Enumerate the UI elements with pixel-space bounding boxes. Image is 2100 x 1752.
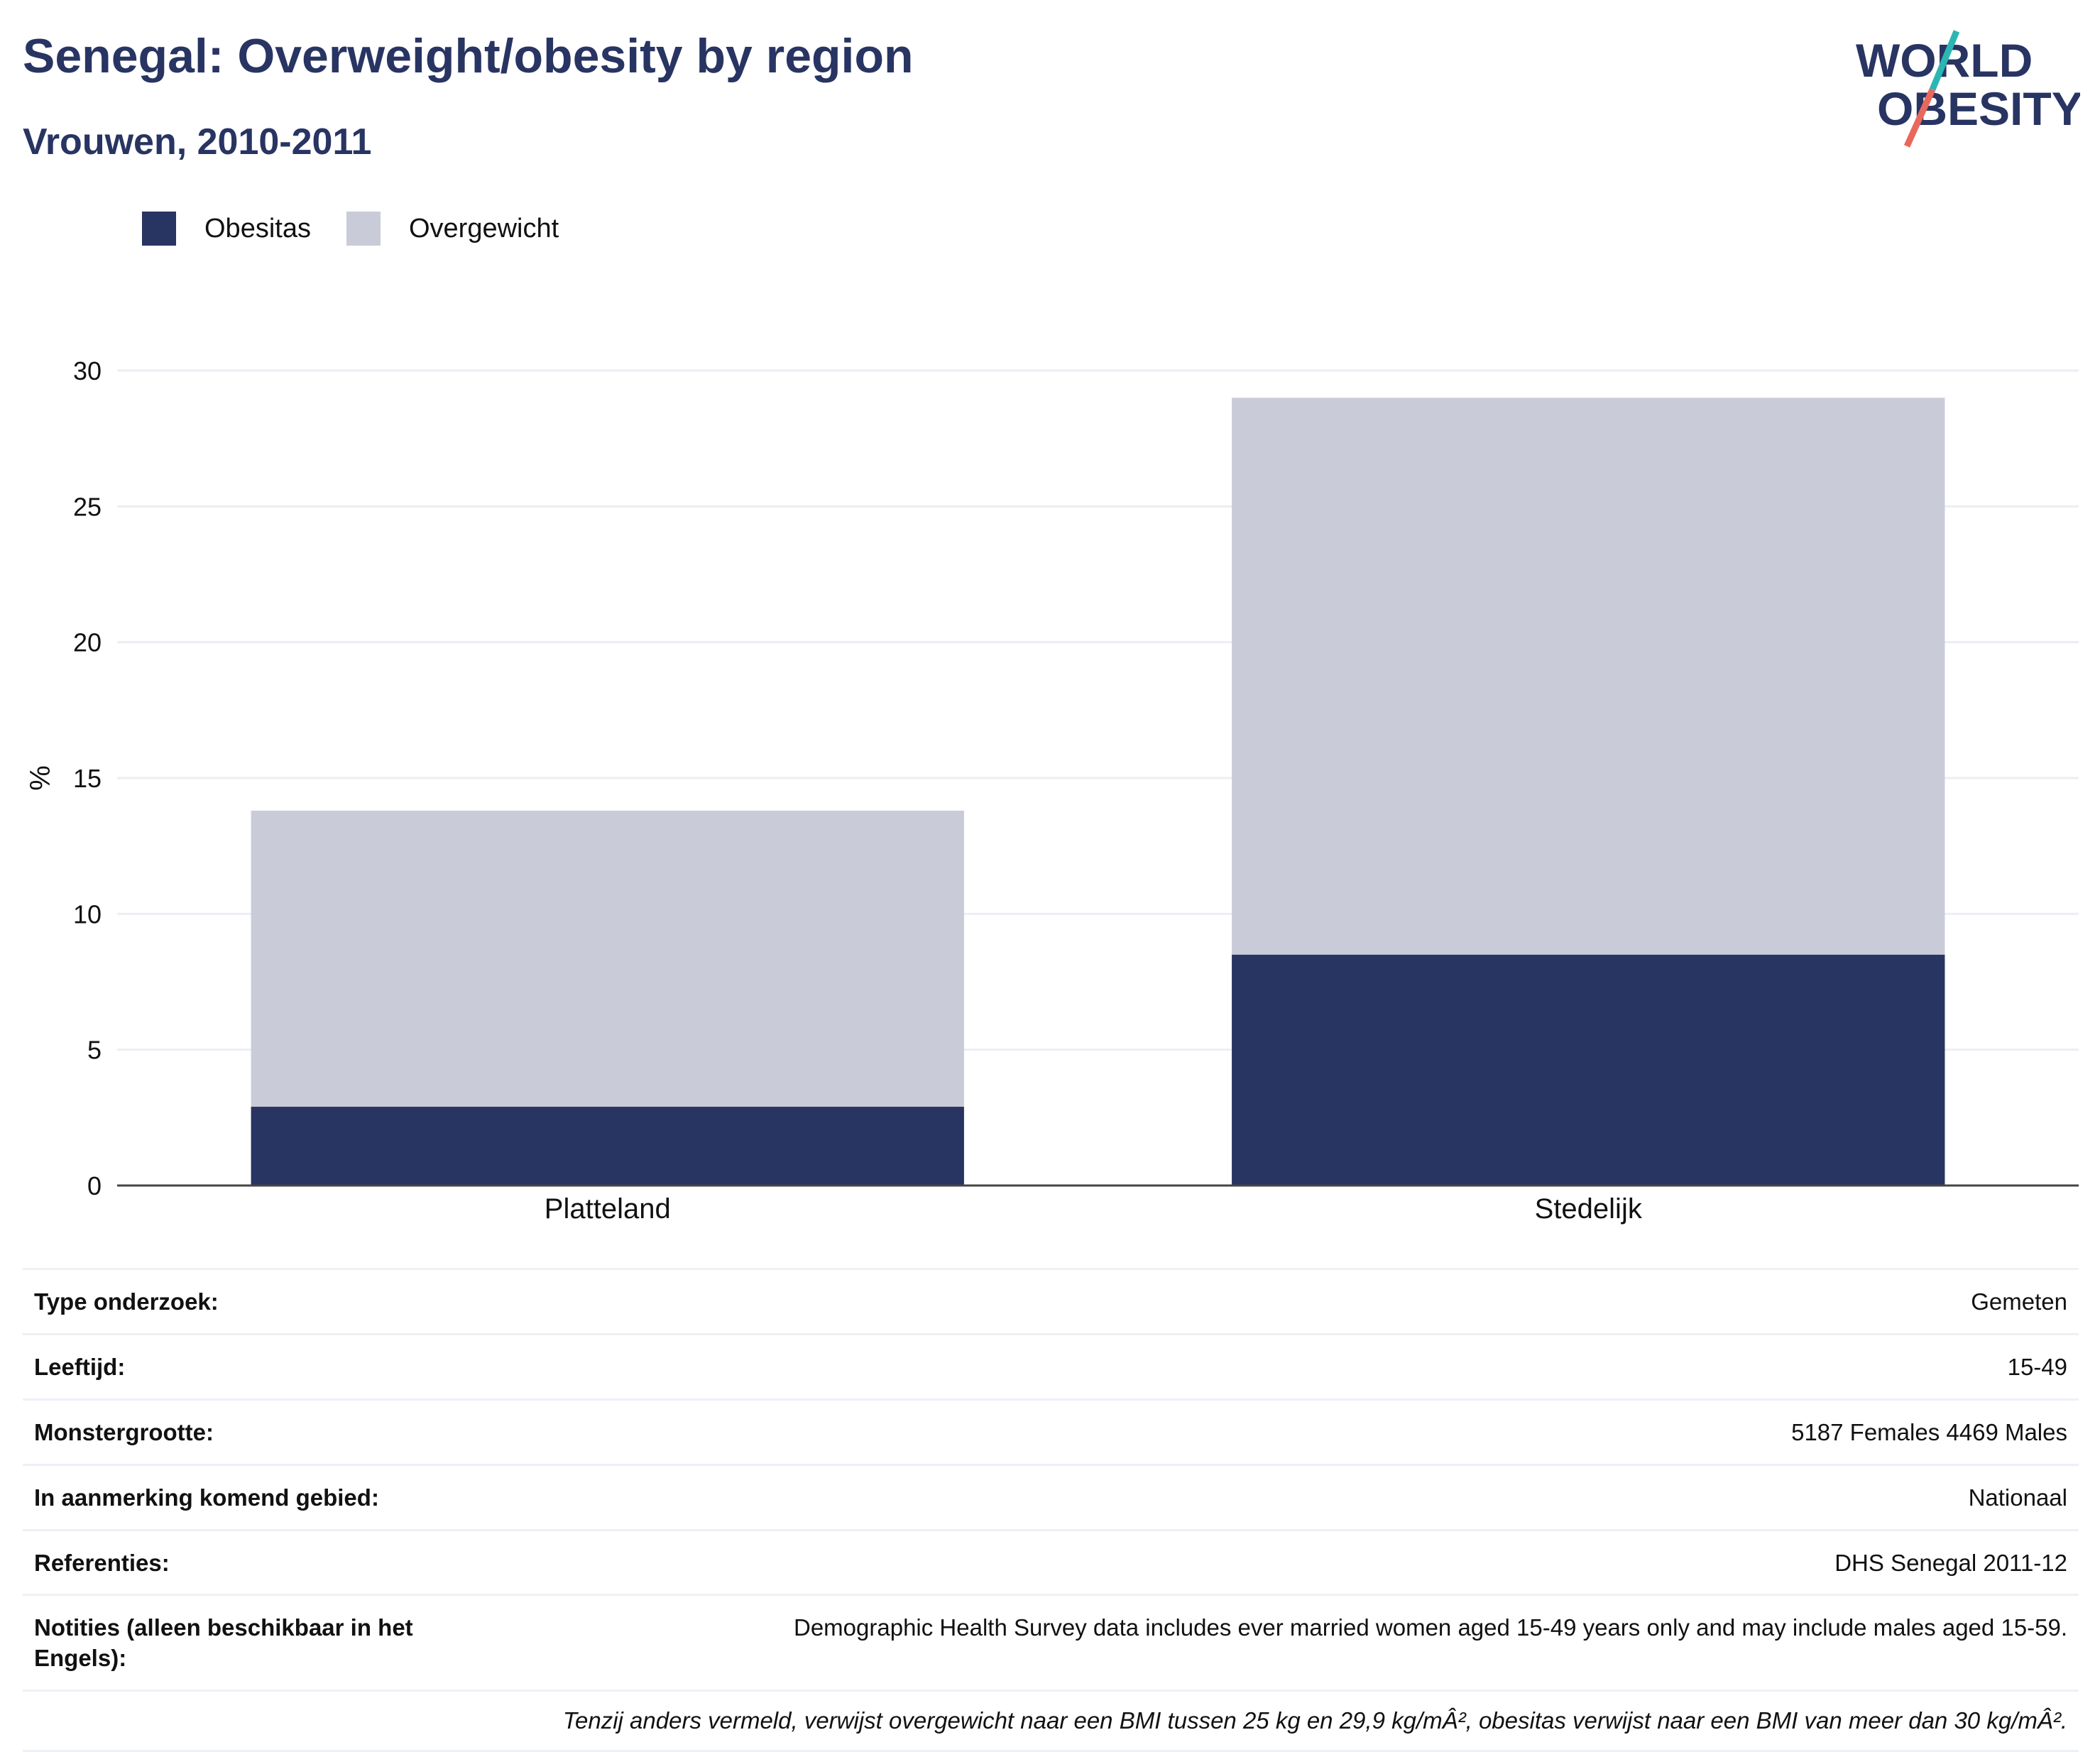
y-tick-label: 10 (73, 899, 102, 929)
bars (251, 398, 1945, 1186)
survey-info-table: Type onderzoek: Gemeten Leeftijd: 15-49 … (23, 1268, 2079, 1752)
axes: 0 5 10 15 20 25 30% Platteland Stedelijk (25, 356, 2079, 1225)
info-value-notes: Demographic Health Survey data includes … (794, 1614, 2067, 1641)
info-row-sample-size: Monstergrootte: 5187 Females 4469 Males (23, 1398, 2079, 1464)
logo-slash-bottom (1903, 88, 1936, 148)
y-tick-label: 20 (73, 628, 102, 657)
info-value-type: Gemeten (1971, 1288, 2067, 1315)
info-label-sample-size: Monstergrootte: (34, 1418, 214, 1445)
y-tick-label: 5 (87, 1036, 102, 1065)
info-label-references: Referenties: (34, 1549, 170, 1576)
info-row-references: Referenties: DHS Senegal 2011-12 (23, 1528, 2079, 1594)
world-obesity-logo: WORLD OBESITY (1856, 30, 2080, 148)
chart-legend: Obesitas Overgewicht (142, 212, 594, 246)
x-tick-label: Platteland (545, 1193, 671, 1225)
chart-subtitle: Vrouwen, 2010-2011 (23, 121, 372, 163)
info-row-notes: Notities (alleen beschikbaar in het Enge… (23, 1594, 2079, 1690)
info-value-age: 15-49 (2007, 1353, 2067, 1380)
logo-line-obesity: OBESITY (1877, 82, 2080, 135)
x-tick-label: Stedelijk (1535, 1193, 1643, 1225)
y-axis-label: % (25, 765, 56, 791)
bar-overgewicht-platteland (251, 810, 964, 1107)
info-value-area: Nationaal (1968, 1484, 2067, 1511)
y-tick-label: 0 (87, 1171, 102, 1200)
bar-obesitas-platteland (251, 1107, 964, 1186)
y-tick-label: 25 (73, 492, 102, 521)
info-row-age: Leeftijd: 15-49 (23, 1332, 2079, 1398)
info-value-sample-size: 5187 Females 4469 Males (1791, 1418, 2067, 1445)
chart-title: Senegal: Overweight/obesity by region (23, 29, 914, 83)
legend-swatch-overgewicht (346, 212, 381, 246)
info-label-type: Type onderzoek: (34, 1288, 219, 1315)
info-row-area: In aanmerking komend gebied: Nationaal (23, 1463, 2079, 1529)
logo-slash-top (1929, 30, 1960, 91)
legend-swatch-obesitas (142, 212, 176, 246)
info-label-area: In aanmerking komend gebied: (34, 1484, 379, 1511)
legend-label-overgewicht: Overgewicht (408, 213, 559, 243)
info-label-notes: Notities (alleen beschikbaar in het Enge… (34, 1614, 413, 1672)
legend-item-obesitas[interactable]: Obesitas (142, 212, 311, 246)
info-row-type: Type onderzoek: Gemeten (23, 1268, 2079, 1333)
info-label-age: Leeftijd: (34, 1353, 126, 1380)
legend-label-obesitas: Obesitas (204, 213, 311, 243)
info-value-references: DHS Senegal 2011-12 (1834, 1549, 2067, 1576)
bar-chart: 0 5 10 15 20 25 30% Platteland Stedelijk (25, 356, 2079, 1225)
bar-overgewicht-stedelijk (1232, 398, 1945, 955)
bar-obesitas-stedelijk (1232, 954, 1945, 1186)
y-tick-label: 15 (73, 764, 102, 793)
y-tick-label: 30 (73, 356, 102, 385)
legend-item-overgewicht[interactable]: Overgewicht (346, 212, 559, 246)
bmi-footnote: Tenzij anders vermeld, verwijst overgewi… (23, 1690, 2079, 1752)
